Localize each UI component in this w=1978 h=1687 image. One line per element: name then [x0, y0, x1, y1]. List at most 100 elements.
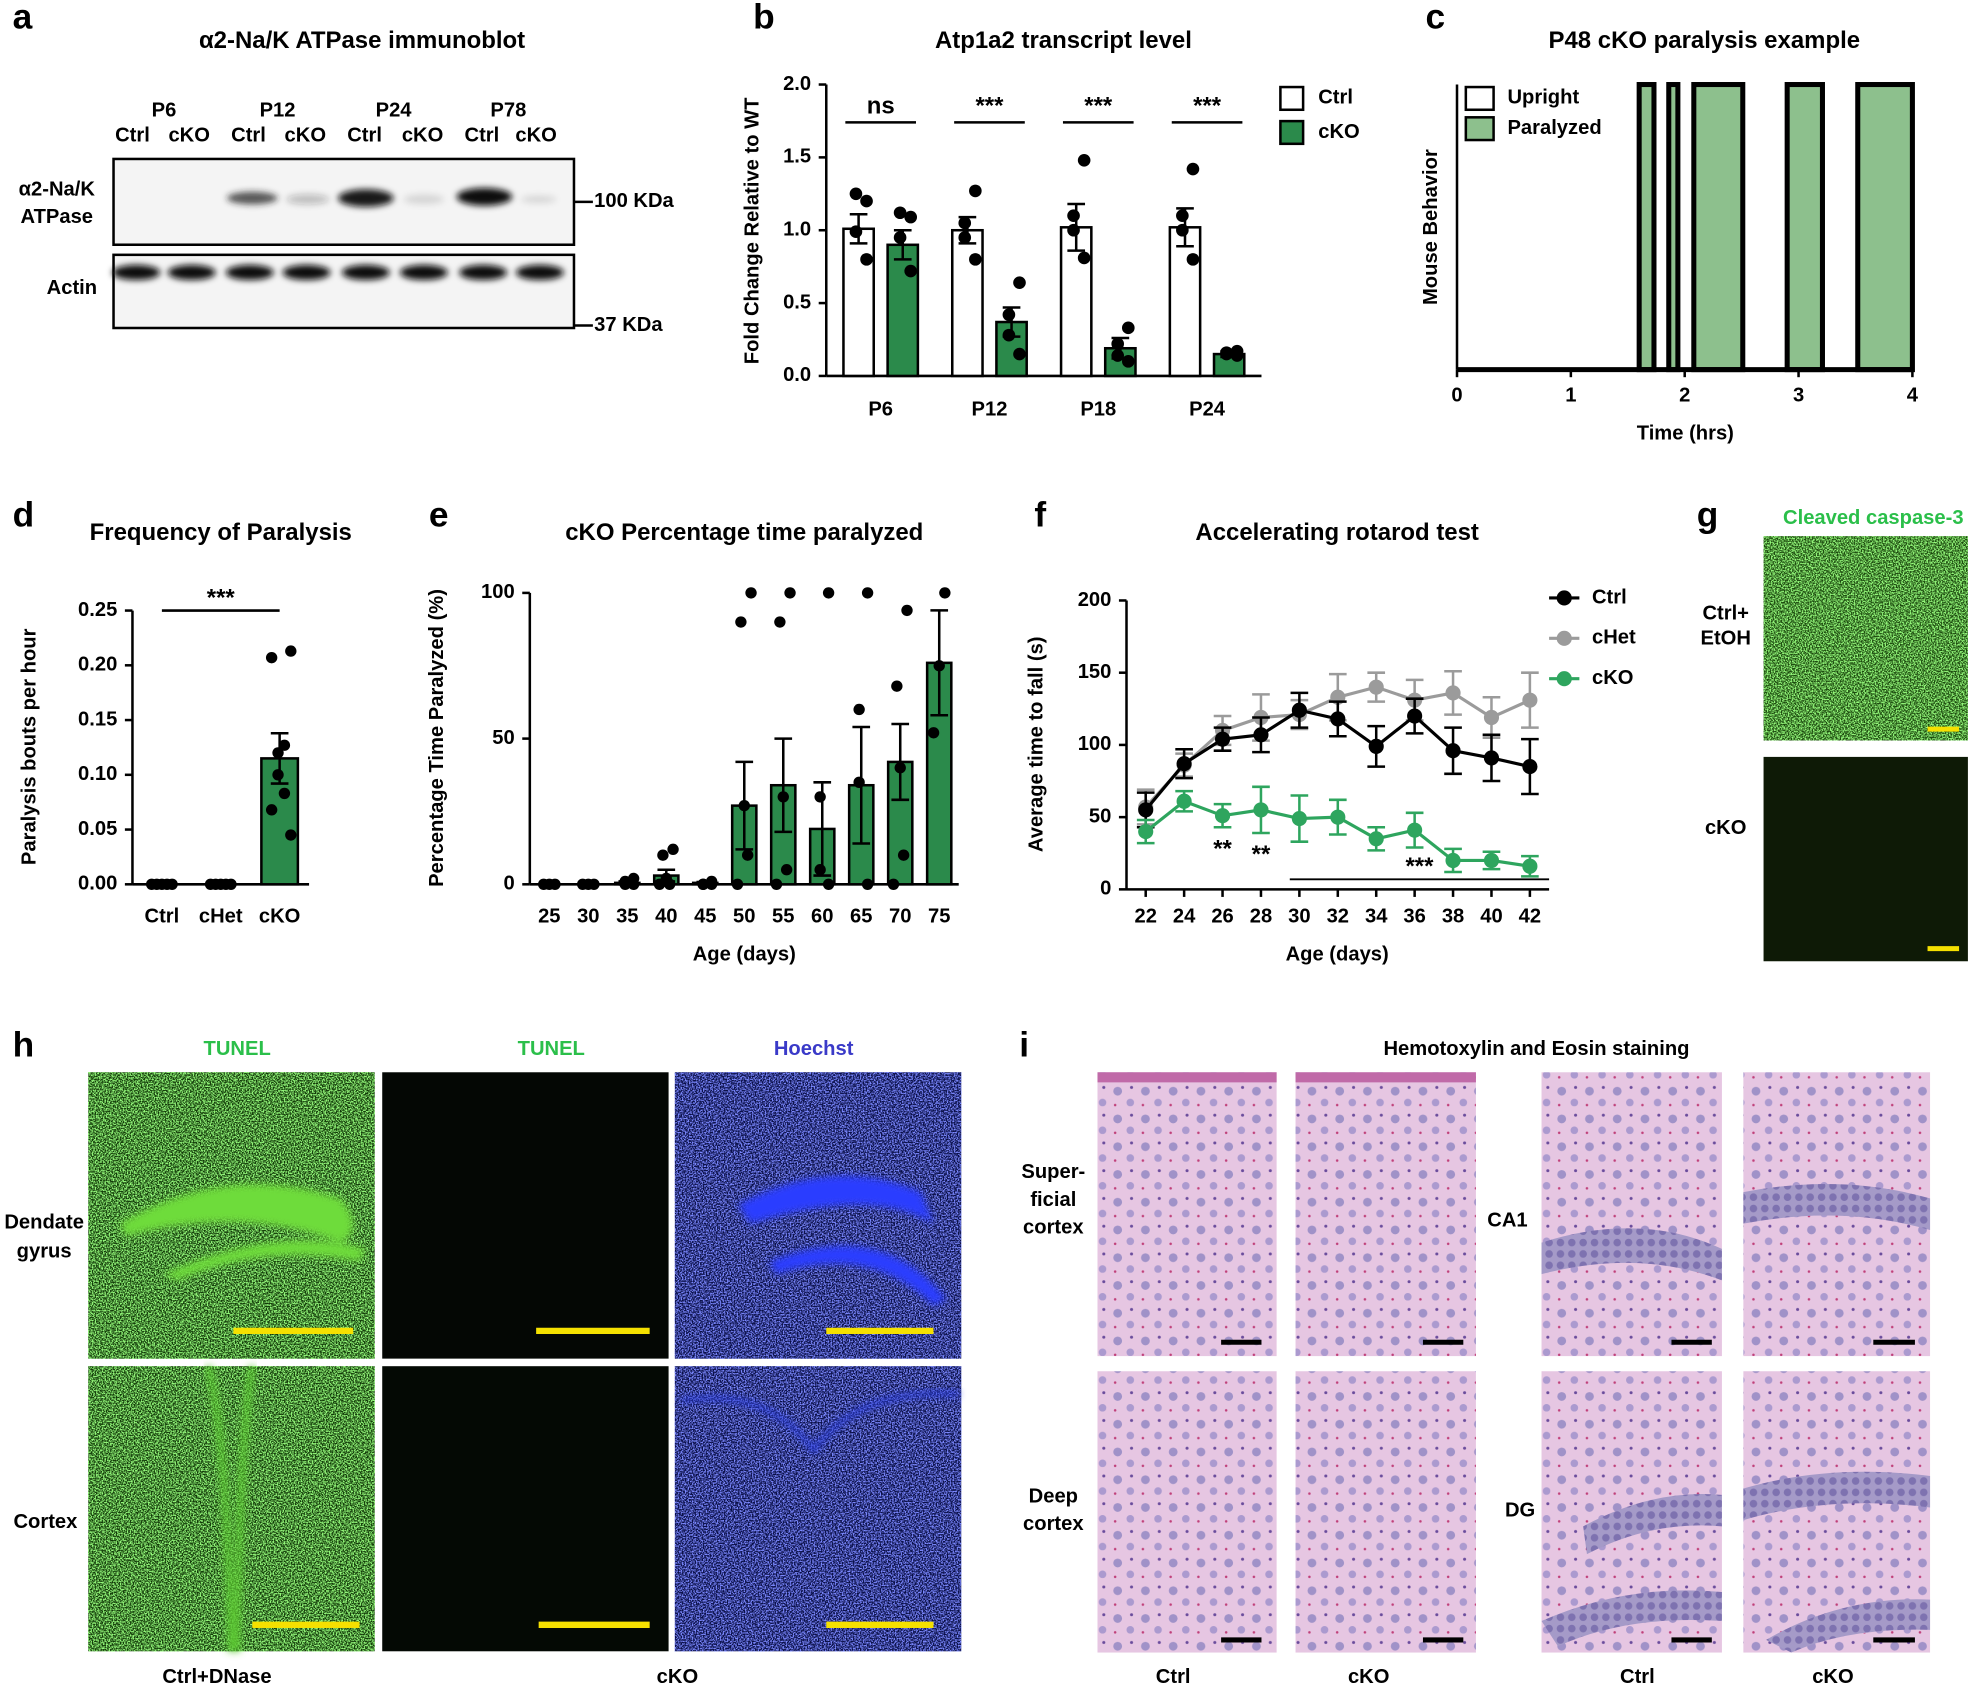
data-point: [667, 843, 679, 856]
y-tick-label: 0.0: [783, 364, 811, 386]
legend-label: cKO: [1592, 667, 1633, 689]
data-point: [822, 878, 835, 890]
x-tick-label: 30: [577, 905, 599, 927]
data-point: [705, 878, 718, 890]
column-label: Hoechst: [774, 1038, 854, 1060]
row-label: α2-Na/K ATPase: [19, 179, 96, 229]
data-point: [657, 849, 669, 861]
chart-title: cKO Percentage time paralyzed: [565, 519, 923, 546]
data-point: [1176, 223, 1189, 237]
data-point: [1138, 824, 1154, 840]
micrograph-texture: [674, 1366, 962, 1652]
y-axis-label: Average time to fall (s): [1025, 636, 1047, 852]
x-tick-label: 34: [1365, 905, 1388, 927]
he-micrographs: [1097, 1072, 1931, 1653]
x-tick-label: 35: [616, 905, 638, 927]
scale-bars: [1221, 1339, 1915, 1643]
x-tick-label: 38: [1442, 905, 1464, 927]
data-point: [285, 645, 297, 657]
data-point: [663, 878, 676, 890]
x-tick-label: 65: [850, 905, 872, 927]
data-point: [849, 187, 863, 201]
legend-swatch: [1279, 85, 1305, 112]
y-tick-label: 100: [1078, 733, 1112, 755]
y-tick-label: 100: [481, 581, 515, 603]
paralysis-bout: [1784, 82, 1825, 373]
legend-label: Upright: [1507, 87, 1579, 109]
legend-marker: [1556, 671, 1572, 687]
x-tick-label: 30: [1288, 905, 1310, 927]
panel-letter: d: [13, 496, 35, 535]
y-tick-label: 0.5: [783, 291, 811, 313]
marker-label: 37 KDa: [594, 314, 663, 336]
paralysis-bout: [1855, 82, 1915, 373]
x-tick-label: P18: [1080, 398, 1116, 420]
row-label: Dendate gyrus: [4, 1212, 84, 1263]
data-point: [1330, 711, 1346, 727]
data-point: [860, 253, 873, 266]
y-tick-label: 2.0: [783, 73, 811, 95]
y-tick-label: 50: [1089, 805, 1111, 827]
group-label: P6: [152, 99, 177, 121]
x-tick-label: cKO: [259, 905, 300, 927]
data-point: [893, 206, 907, 220]
legend-label: Ctrl: [1318, 87, 1353, 109]
tissue-structure: [119, 1184, 366, 1281]
y-tick-label: 0.10: [78, 763, 117, 785]
x-tick-label: 60: [811, 905, 833, 927]
data-point: [738, 799, 750, 812]
data-point: [220, 878, 232, 890]
data-point: [1522, 692, 1538, 708]
data-point: [1111, 349, 1125, 362]
y-tick-label: 200: [1078, 589, 1112, 611]
data-point: [1445, 852, 1461, 869]
significance: ***: [1405, 853, 1434, 880]
row-label: DG: [1505, 1500, 1535, 1522]
data-point: [1522, 858, 1538, 874]
data-point: [894, 762, 906, 774]
significance: ns: [867, 93, 895, 120]
x-tick-label: Ctrl: [145, 905, 180, 927]
data-point: [1214, 731, 1231, 747]
data-point: [653, 878, 666, 890]
data-point: [1445, 685, 1461, 701]
panel-letter: e: [429, 496, 449, 535]
data-point: [1111, 337, 1125, 351]
x-tick-label: 36: [1403, 905, 1425, 927]
data-point: [1368, 679, 1384, 695]
y-tick-label: 1.0: [783, 219, 811, 241]
paralysis-bout: [1691, 82, 1746, 373]
lane-label: cKO: [285, 125, 326, 147]
bar: [886, 243, 920, 378]
column-label: Ctrl: [1156, 1666, 1191, 1687]
x-tick-label: 42: [1519, 905, 1541, 927]
y-tick-label: 150: [1078, 661, 1112, 683]
y-tick-label: 0.25: [78, 599, 117, 621]
bar: [842, 227, 875, 378]
row-label: Super-ficial cortex: [1021, 1162, 1085, 1240]
data-point: [1176, 793, 1192, 809]
data-point: [853, 703, 865, 716]
y-tick-label: 0: [1100, 878, 1111, 900]
chart-title: Atp1a2 transcript level: [935, 27, 1192, 54]
tissue-structure: [205, 1365, 256, 1652]
data-point: [814, 791, 826, 803]
row-label: CA1: [1487, 1209, 1527, 1231]
data-point: [745, 587, 757, 599]
x-tick-label: 26: [1211, 905, 1233, 927]
x-tick-label: 3: [1793, 384, 1804, 406]
blot-bands: [112, 187, 564, 281]
data-point: [1002, 328, 1016, 342]
data-point: [204, 878, 217, 890]
data-point: [627, 878, 640, 890]
x-tick-label: 55: [772, 905, 794, 927]
data-point: [1407, 708, 1423, 724]
micrograph: [382, 1072, 669, 1359]
data-point: [278, 787, 291, 800]
lane-label: cKO: [515, 125, 556, 147]
x-tick-label: cHet: [199, 905, 243, 927]
data-point: [853, 776, 865, 788]
data-point: [161, 878, 173, 890]
